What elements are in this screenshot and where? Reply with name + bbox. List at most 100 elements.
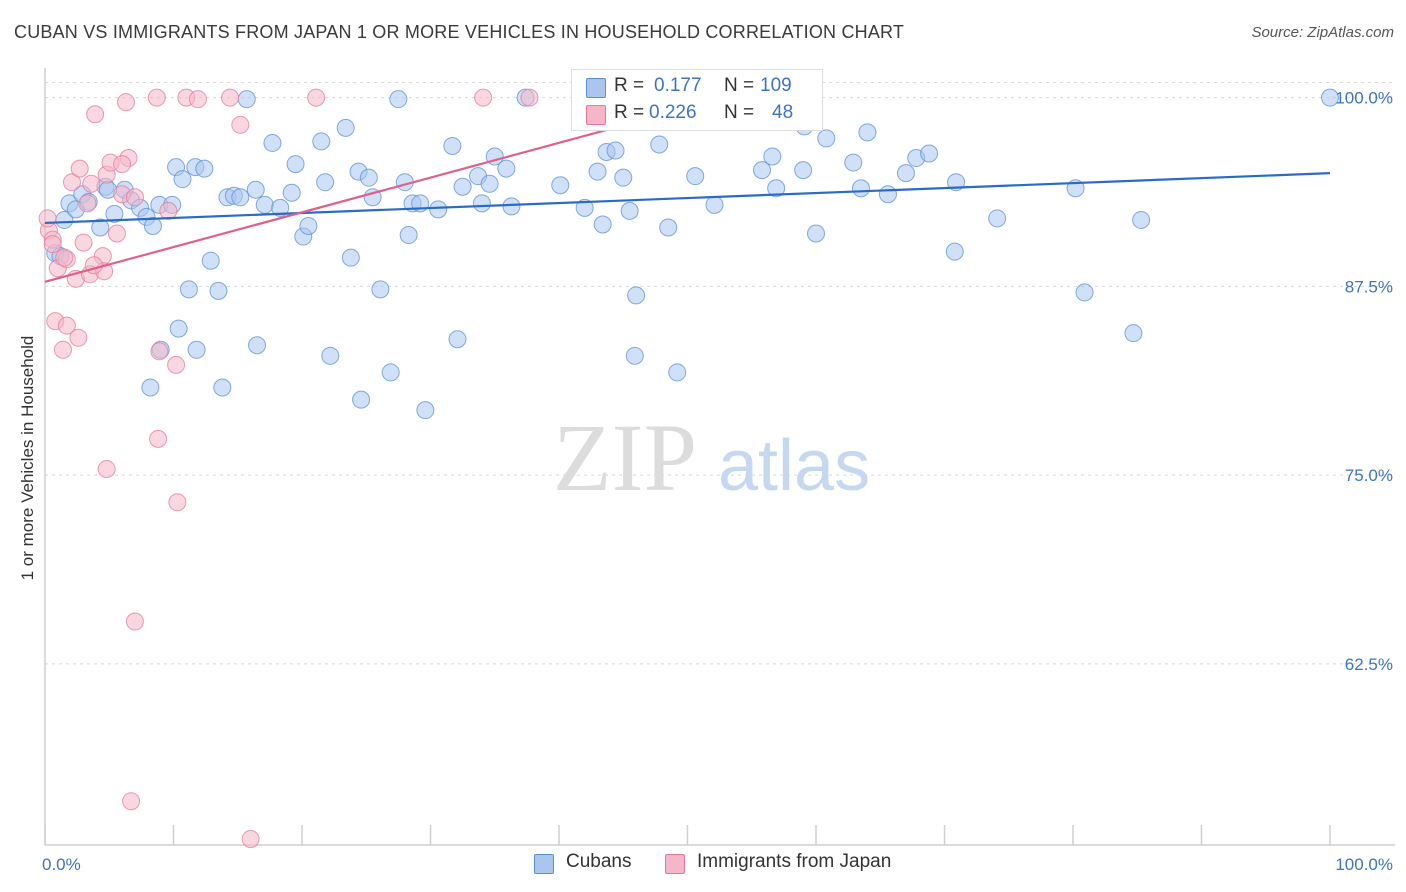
- data-point-cubans: [1321, 88, 1339, 107]
- data-point-cubans: [141, 378, 160, 397]
- data-point-cubans: [659, 218, 678, 237]
- data-point-cubans: [794, 161, 813, 180]
- data-point-cubans: [179, 280, 198, 299]
- data-point-cubans: [453, 177, 472, 196]
- labels-layer: 100.0% 87.5% 75.0% 62.5% 0.0% 100.0%: [42, 89, 1393, 874]
- data-point-cubans: [763, 147, 782, 166]
- data-point-cubans: [248, 336, 267, 355]
- points-layer: [38, 88, 1339, 848]
- data-point-japan: [167, 355, 186, 374]
- y-tick-label: 62.5%: [1345, 655, 1393, 674]
- data-point-japan: [159, 201, 178, 220]
- chart-title: CUBAN VS IMMIGRANTS FROM JAPAN 1 OR MORE…: [14, 22, 905, 42]
- stats-legend: R = 0.177 N = 109 R = 0.226 N = 48: [571, 69, 823, 131]
- source-label: Source: ZipAtlas.com: [1251, 24, 1394, 41]
- data-point-cubans: [416, 401, 435, 420]
- legend-r-value: 0.226: [649, 102, 697, 123]
- trend-line-cubans: [44, 172, 1331, 225]
- data-point-cubans: [105, 204, 124, 223]
- data-point-cubans: [352, 390, 371, 409]
- data-point-cubans: [213, 378, 232, 397]
- data-point-japan: [125, 612, 144, 631]
- data-point-cubans: [650, 135, 669, 154]
- data-point-japan: [221, 88, 240, 107]
- data-point-cubans: [255, 195, 274, 214]
- data-point-japan: [70, 159, 89, 178]
- data-point-cubans: [336, 118, 355, 137]
- data-point-cubans: [271, 198, 290, 217]
- data-point-japan: [231, 115, 250, 134]
- data-point-cubans: [472, 194, 491, 213]
- legend-r-label: R =: [614, 102, 645, 123]
- legend-n-label: N =: [724, 75, 755, 96]
- data-point-cubans: [443, 136, 462, 155]
- watermark-atlas: atlas: [718, 426, 870, 506]
- data-point-cubans: [91, 218, 110, 237]
- legend-r-label: R =: [614, 75, 645, 96]
- bottom-legend-label-japan: Immigrants from Japan: [697, 851, 892, 872]
- data-point-cubans: [143, 216, 162, 235]
- data-point-cubans: [195, 159, 214, 178]
- data-point-cubans: [575, 198, 594, 217]
- data-point-japan: [149, 429, 168, 448]
- y-tick-label: 75.0%: [1345, 466, 1393, 485]
- data-point-cubans: [593, 215, 612, 234]
- data-point-cubans: [480, 174, 499, 193]
- data-point-cubans: [381, 363, 400, 382]
- data-point-cubans: [209, 281, 228, 300]
- data-point-cubans: [858, 123, 877, 142]
- bottom-legend-swatch-cubans: [534, 854, 554, 874]
- x-tick-label: 0.0%: [42, 855, 81, 874]
- y-tick-label: 100.0%: [1335, 89, 1393, 108]
- data-point-cubans: [705, 195, 724, 214]
- legend-swatch-japan: [586, 105, 606, 125]
- data-point-cubans: [341, 248, 360, 267]
- watermark-zip: ZIP: [553, 404, 697, 511]
- x-tick-label: 100.0%: [1335, 855, 1393, 874]
- watermark: ZIP atlas: [553, 404, 870, 511]
- data-point-japan: [307, 88, 326, 107]
- data-point-japan: [78, 194, 97, 213]
- data-point-cubans: [920, 144, 939, 163]
- data-point-cubans: [399, 226, 418, 245]
- data-point-cubans: [246, 180, 265, 199]
- data-point-japan: [150, 342, 169, 361]
- data-point-cubans: [316, 173, 335, 192]
- data-point-japan: [97, 460, 116, 479]
- data-point-japan: [86, 105, 105, 124]
- data-point-japan: [113, 155, 132, 174]
- data-point-cubans: [551, 176, 570, 195]
- data-point-japan: [62, 173, 81, 192]
- data-point-japan: [74, 233, 93, 252]
- data-point-cubans: [231, 188, 250, 207]
- data-point-japan: [241, 829, 260, 848]
- data-point-japan: [53, 340, 72, 359]
- data-point-cubans: [201, 251, 220, 270]
- data-point-cubans: [371, 280, 390, 299]
- data-point-japan: [57, 316, 76, 335]
- bottom-legend-label-cubans: Cubans: [566, 851, 632, 872]
- data-point-cubans: [767, 179, 786, 198]
- data-point-cubans: [263, 133, 282, 152]
- data-point-japan: [188, 90, 207, 109]
- legend-n-value: 48: [772, 102, 794, 123]
- legend-r-value: 0.177: [654, 75, 702, 96]
- grid-layer: [45, 82, 1395, 665]
- data-point-cubans: [627, 286, 646, 305]
- data-point-japan: [147, 88, 166, 107]
- data-point-japan: [82, 174, 101, 193]
- data-point-japan: [43, 235, 62, 254]
- data-point-cubans: [807, 224, 825, 243]
- data-point-cubans: [620, 201, 639, 220]
- data-point-cubans: [753, 161, 772, 180]
- axes-layer: [44, 68, 1395, 846]
- data-point-cubans: [988, 209, 1007, 228]
- data-point-cubans: [896, 164, 915, 183]
- bottom-legend-swatch-japan: [665, 854, 685, 874]
- legend-n-label: N =: [724, 102, 755, 123]
- data-point-cubans: [817, 129, 836, 148]
- y-tick-label: 87.5%: [1345, 277, 1393, 296]
- data-point-cubans: [1132, 210, 1151, 229]
- data-point-cubans: [945, 242, 964, 261]
- data-point-cubans: [625, 346, 644, 365]
